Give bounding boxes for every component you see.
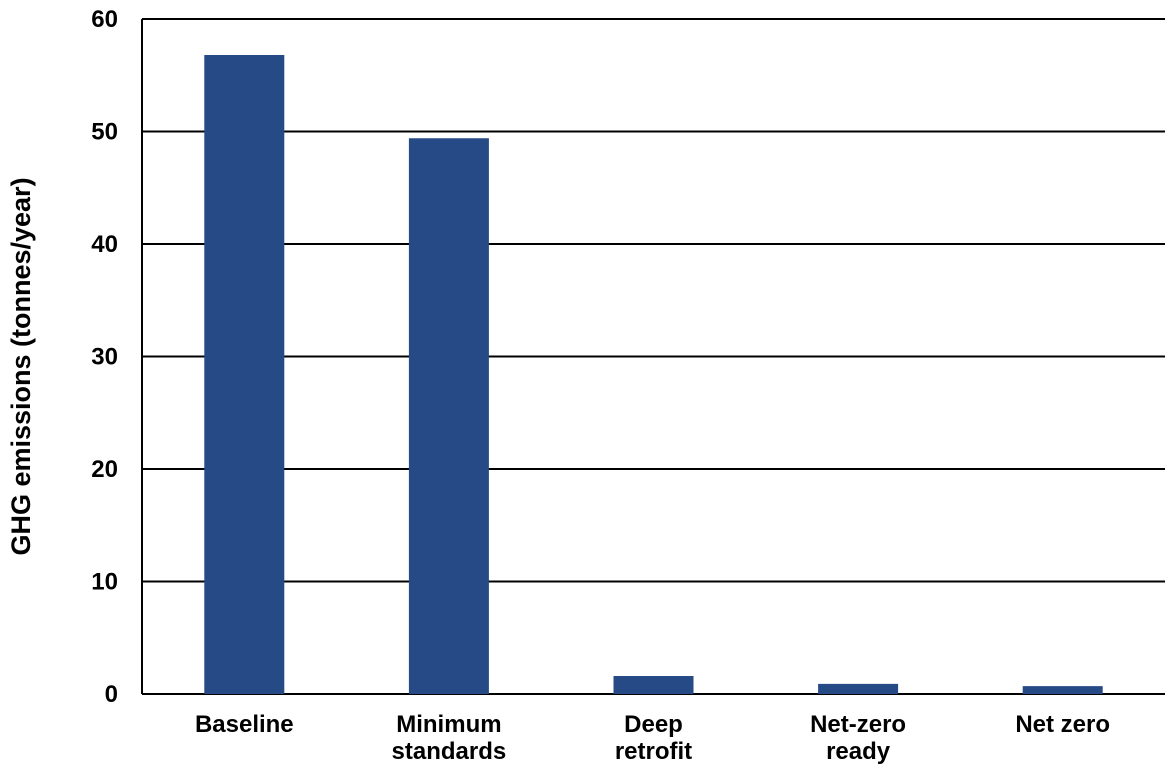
x-category-label-line: Net-zero bbox=[810, 711, 906, 738]
x-category-label: Minimum standards bbox=[392, 711, 507, 765]
x-category-label-line: standards bbox=[392, 738, 507, 765]
gridlines bbox=[142, 18, 1165, 695]
x-category-label: Deep retrofit bbox=[615, 711, 692, 765]
x-category-labels: Baseline Minimum standards Deep retrofit Net-… bbox=[195, 711, 1110, 765]
x-category-label: Net zero bbox=[1015, 711, 1110, 738]
y-tick-label: 30 bbox=[91, 344, 118, 371]
bar-3 bbox=[818, 683, 899, 694]
y-tick-labels: 0 10 20 30 40 50 60 bbox=[91, 6, 118, 708]
bars bbox=[204, 55, 1103, 694]
y-tick-label: 50 bbox=[91, 119, 118, 146]
y-tick-label: 0 bbox=[105, 681, 118, 708]
bar-4 bbox=[1022, 686, 1103, 694]
x-category-label-line: Baseline bbox=[195, 711, 294, 738]
x-category-label-line: retrofit bbox=[615, 738, 692, 765]
x-category-label: Net-zero ready bbox=[810, 711, 906, 765]
x-category-label-line: ready bbox=[826, 738, 891, 765]
x-category-label-line: Minimum bbox=[396, 711, 501, 738]
y-tick-label: 40 bbox=[91, 231, 118, 258]
x-category-label-line: Deep bbox=[624, 711, 683, 738]
bar-0 bbox=[204, 55, 285, 694]
y-axis-title: GHG emissions (tonnes/year) bbox=[6, 177, 36, 555]
x-category-label: Baseline bbox=[195, 711, 294, 738]
bar-2 bbox=[613, 676, 694, 694]
bar-1 bbox=[408, 138, 489, 694]
y-tick-label: 60 bbox=[91, 6, 118, 33]
y-tick-label: 20 bbox=[91, 456, 118, 483]
x-category-label-line: Net zero bbox=[1015, 711, 1110, 738]
y-tick-label: 10 bbox=[91, 569, 118, 596]
